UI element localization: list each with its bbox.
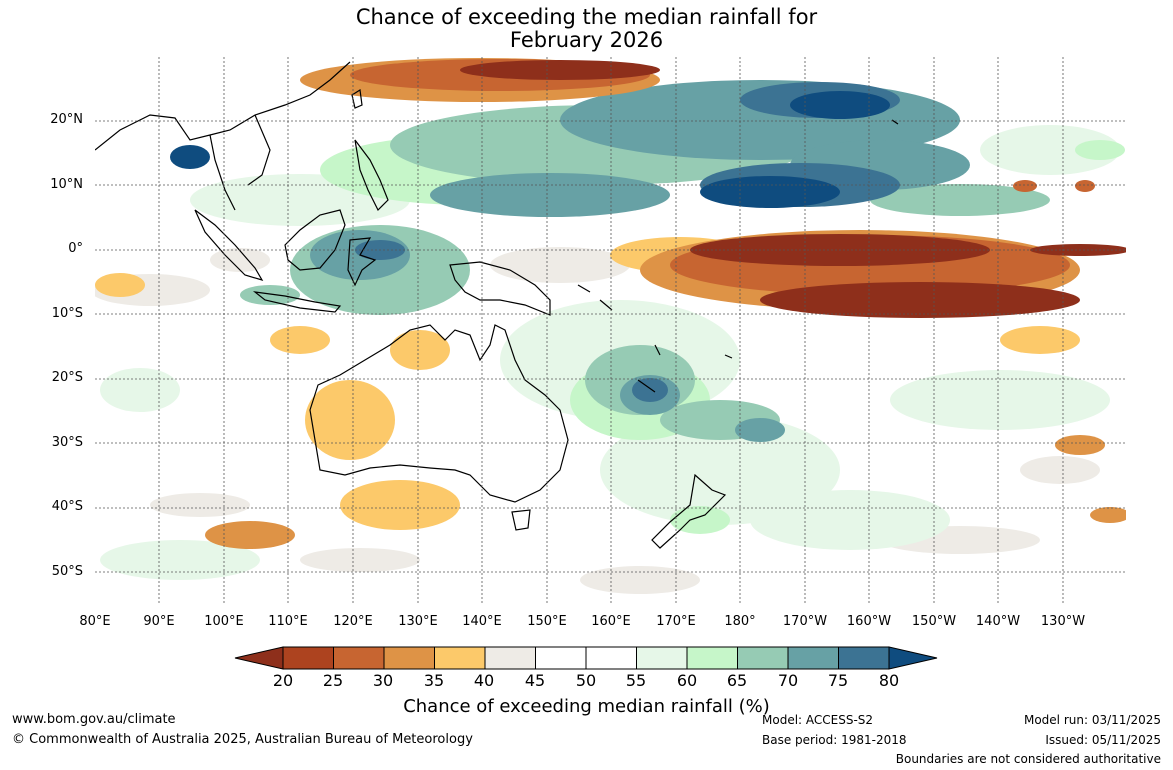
lon-label-170e: 170°E <box>656 614 696 629</box>
lon-label-140e: 140°E <box>462 614 502 629</box>
lat-label-10s: 10°S <box>51 306 83 321</box>
colorbar-label: Chance of exceeding median rainfall (%) <box>403 696 770 717</box>
lat-label-20s: 20°S <box>51 370 83 385</box>
footer-model: Model: ACCESS-S2 <box>762 713 874 727</box>
lon-label-90e: 90°E <box>143 614 175 629</box>
colorbar-tick: 65 <box>726 671 748 690</box>
lon-label-130w: 130°W <box>1040 614 1086 629</box>
lat-label-10n: 10°N <box>50 177 83 192</box>
colorbar-tick: 40 <box>473 671 495 690</box>
colorbar-tick: 75 <box>827 671 849 690</box>
lat-label-50s: 50°S <box>51 564 83 579</box>
lat-label-30s: 30°S <box>51 435 83 450</box>
colorbar-tick: 20 <box>272 671 294 690</box>
lon-label-150e: 150°E <box>527 614 567 629</box>
colorbar-tick: 30 <box>372 671 394 690</box>
colorbar-tick: 70 <box>777 671 799 690</box>
se-asia-mainland-outline <box>95 61 351 211</box>
footer-issued: Issued: 05/11/2025 <box>1045 733 1161 747</box>
dark-brown-areas <box>460 60 1126 318</box>
lon-label-100e: 100°E <box>204 614 244 629</box>
coastlines <box>95 61 899 549</box>
borneo-outline <box>284 209 346 271</box>
graticule <box>95 57 1126 605</box>
colorbar-tick: 35 <box>423 671 445 690</box>
footer-model-run: Model run: 03/11/2025 <box>1023 713 1161 727</box>
lon-label-180: 180° <box>724 614 756 629</box>
lon-label-160w: 160°W <box>846 614 892 629</box>
lon-label-150w: 150°W <box>911 614 957 629</box>
lon-label-160e: 160°E <box>591 614 631 629</box>
near-median-areas <box>95 247 1100 594</box>
lon-label-80e: 80°E <box>79 614 111 629</box>
lat-label-20n: 20°N <box>50 112 83 127</box>
lon-label-120e: 120°E <box>333 614 373 629</box>
lon-label-170w: 170°W <box>782 614 828 629</box>
colorbar-tick: 50 <box>575 671 597 690</box>
map-title-line2: February 2026 <box>509 28 664 52</box>
map-title-line1: Chance of exceeding the median rainfall … <box>355 5 818 29</box>
colorbar-tick: 25 <box>322 671 344 690</box>
australia-outline <box>309 324 569 503</box>
lat-label-0: 0° <box>68 241 83 256</box>
lon-label-140w: 140°W <box>975 614 1021 629</box>
footer-copyright: © Commonwealth of Australia 2025, Austra… <box>12 732 473 747</box>
colorbar-tick: 45 <box>524 671 546 690</box>
footer-disclaimer: Boundaries are not considered authoritat… <box>895 752 1161 766</box>
colorbar-tick: 55 <box>625 671 647 690</box>
lon-label-130e: 130°E <box>398 614 438 629</box>
colorbar-tick: 60 <box>676 671 698 690</box>
new-zealand-outline <box>651 473 727 549</box>
dark-blue-areas <box>170 91 890 208</box>
footer-website[interactable]: www.bom.gov.au/climate <box>12 712 176 727</box>
colorbar-tick: 80 <box>878 671 900 690</box>
new-guinea-outline <box>449 261 551 316</box>
lon-label-110e: 110°E <box>268 614 308 629</box>
footer-base-period: Base period: 1981-2018 <box>762 733 907 747</box>
lat-label-40s: 40°S <box>51 499 83 514</box>
